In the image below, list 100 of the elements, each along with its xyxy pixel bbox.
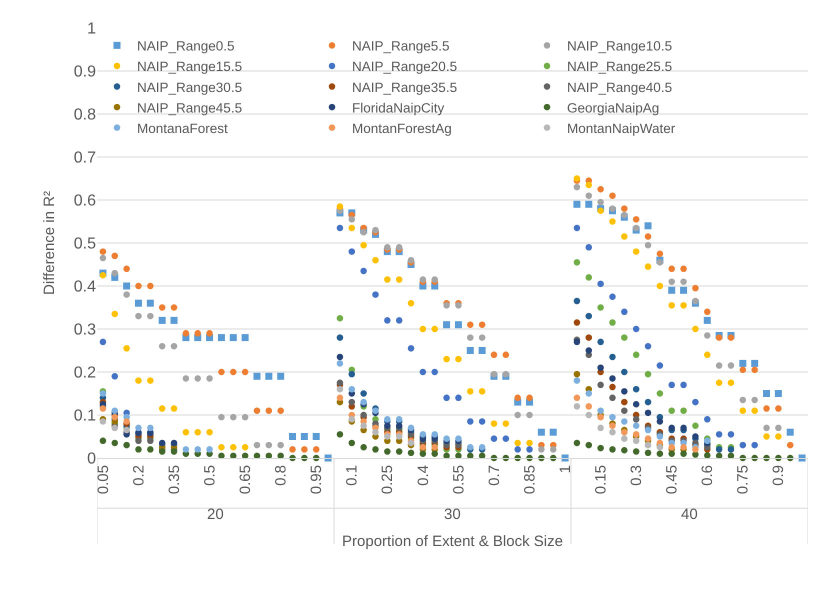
point [597, 280, 604, 288]
point [644, 442, 652, 448]
point [396, 422, 402, 429]
point [312, 446, 320, 453]
point [716, 380, 722, 386]
point [336, 360, 344, 367]
point [408, 300, 414, 306]
point [218, 444, 225, 450]
point [420, 444, 426, 450]
point [574, 338, 580, 346]
point [230, 368, 237, 376]
point [574, 440, 580, 446]
point [372, 446, 379, 453]
point [609, 218, 616, 225]
point [123, 291, 130, 298]
point [763, 390, 770, 397]
point [218, 334, 225, 342]
point [644, 242, 652, 248]
point [609, 446, 616, 453]
point [586, 192, 592, 199]
point [514, 394, 521, 402]
point [621, 388, 628, 395]
point [372, 256, 379, 264]
point [490, 370, 498, 378]
point [632, 386, 640, 392]
point [621, 308, 628, 316]
point [147, 446, 154, 453]
point [431, 368, 438, 376]
point [668, 450, 675, 457]
point [586, 442, 592, 448]
point [586, 244, 592, 251]
legend-label: MontanaForest [137, 120, 228, 136]
point [384, 448, 391, 455]
point [763, 424, 770, 432]
point [360, 242, 367, 248]
point [751, 442, 758, 448]
point [218, 414, 225, 420]
point [230, 444, 237, 450]
point [644, 342, 652, 350]
point [609, 354, 616, 360]
point [194, 330, 201, 337]
point [656, 282, 664, 290]
point [621, 407, 628, 414]
point [360, 444, 367, 450]
legend-label: NAIP_Range45.5 [137, 100, 242, 116]
y-tick-label: 0.2 [74, 364, 96, 382]
point [478, 347, 486, 354]
point [526, 412, 533, 418]
point [644, 410, 652, 416]
point [751, 360, 758, 367]
point [621, 418, 628, 425]
point [135, 312, 142, 320]
point [336, 224, 344, 232]
point [218, 368, 225, 376]
legend-label: NAIP_Range15.5 [137, 59, 242, 74]
point [740, 407, 746, 414]
point [455, 356, 462, 362]
point [680, 407, 687, 414]
point [158, 342, 166, 350]
point [574, 370, 580, 378]
point [775, 433, 782, 440]
point [597, 338, 604, 346]
point [728, 334, 734, 341]
legend-label: NAIP_Range5.5 [352, 38, 450, 54]
point [751, 366, 758, 374]
x-tick-label: 0.7 [486, 465, 503, 486]
point [514, 440, 521, 446]
y-tick-label: 0.3 [74, 322, 96, 339]
point [632, 438, 640, 444]
point [277, 372, 284, 380]
point [336, 386, 344, 392]
x-tick-label: 0.9 [770, 465, 788, 486]
point [336, 431, 344, 438]
point [574, 224, 580, 232]
point [348, 398, 356, 406]
point [704, 416, 711, 423]
point [574, 259, 580, 266]
point [502, 352, 510, 358]
point [680, 302, 687, 309]
point [680, 278, 687, 285]
x-tick-label: 0.25 [379, 465, 396, 494]
point [289, 446, 296, 453]
point [206, 375, 213, 382]
point [420, 326, 426, 332]
point [466, 347, 474, 354]
point [502, 370, 510, 378]
point [431, 450, 438, 457]
point [384, 276, 391, 283]
point [597, 208, 604, 214]
point [455, 302, 462, 309]
point [230, 334, 237, 342]
point [751, 396, 758, 404]
y-tick-label: 0.4 [74, 278, 96, 296]
point [146, 300, 154, 307]
point [135, 438, 142, 444]
point [704, 452, 711, 459]
point [502, 420, 510, 427]
point [609, 428, 616, 436]
point [621, 205, 628, 212]
point [704, 352, 711, 358]
